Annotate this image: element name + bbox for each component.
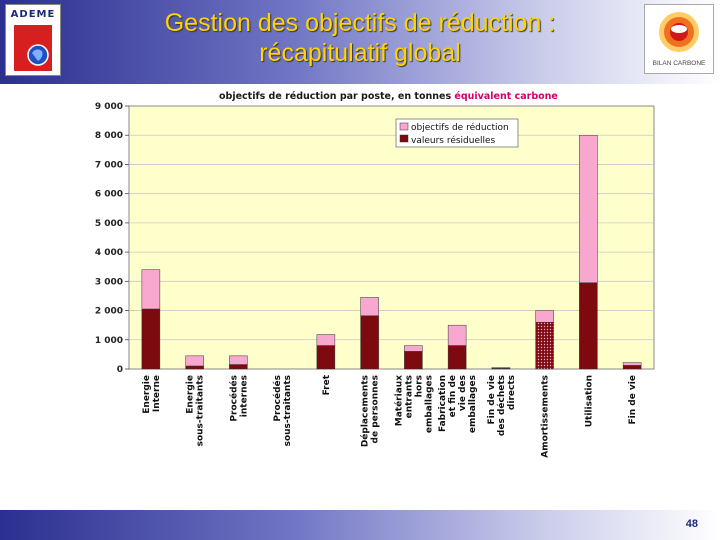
category-label: Utilisation <box>584 375 594 427</box>
category-label: Fin de vie <box>628 375 638 425</box>
ademe-emblem <box>14 25 52 71</box>
globe-icon <box>27 44 49 66</box>
category-label: Amortissements <box>541 375 551 458</box>
title-line-1: Gestion des objectifs de réduction : <box>164 9 556 37</box>
legend-label-objectives: objectifs de réduction <box>411 122 509 133</box>
category-label-line: des déchets <box>496 375 507 436</box>
bilan-carbone-logo: BILAN CARBONE <box>644 4 714 74</box>
bar-residual <box>185 365 204 370</box>
bilan-carbone-emblem-icon <box>659 12 699 52</box>
category-label-line: de personnes <box>371 375 381 443</box>
bar-residual <box>535 321 554 370</box>
bar-residual <box>360 315 379 370</box>
category-label: Fret <box>322 374 332 395</box>
bar-residual <box>491 368 511 370</box>
y-tick-label: 8 000 <box>95 131 123 141</box>
bar-residual <box>579 282 598 370</box>
bar-objective <box>404 345 423 352</box>
y-tick-label: 0 <box>117 365 123 375</box>
gridlines <box>129 134 654 341</box>
y-tick-label: 5 000 <box>95 219 123 229</box>
y-tick-label: 6 000 <box>95 190 123 200</box>
bar-objective <box>360 297 379 317</box>
page-number: 48 <box>685 518 698 530</box>
bar-objective <box>622 362 642 366</box>
y-tick-label: 7 000 <box>95 160 123 170</box>
page-title: Gestion des objectifs de réduction : réc… <box>95 8 625 68</box>
legend-swatch-residual <box>399 134 409 143</box>
category-label: Procédés sous-traitants <box>272 375 293 446</box>
category-label: Matériaux entrants hors emballages <box>393 375 434 433</box>
bar-objective <box>141 269 161 310</box>
category-label-line: entrants <box>404 375 414 418</box>
plot-area <box>128 105 655 370</box>
title-line-2: récapitulatif global <box>259 39 461 67</box>
category-label-line: vie des <box>458 375 468 411</box>
y-tick-label: 1 000 <box>95 336 123 346</box>
chart-title-main: objectifs de réduction par poste, en ton… <box>219 91 454 102</box>
bar-objective <box>185 355 204 367</box>
bilan-carbone-logo-text: BILAN CARBONE <box>652 60 706 67</box>
legend-swatch-objectives <box>399 122 409 131</box>
category-label: Fin de vie des déchets directs <box>487 375 517 436</box>
y-tick-label: 3 000 <box>95 277 123 287</box>
y-axis-ticks: 0 1 000 2 000 3 000 4 000 5 000 6 000 7 000 8 00… <box>95 102 129 375</box>
bar-residual <box>229 364 248 370</box>
ademe-logo-text: ADEME <box>10 9 56 20</box>
category-label: Energie Interne <box>142 375 162 414</box>
bars <box>141 134 642 370</box>
category-label-line: emballages <box>424 375 434 433</box>
bar-residual <box>404 351 423 370</box>
category-label-line: sous-traitants <box>196 375 206 446</box>
category-label-line: Utilisation <box>584 375 594 427</box>
category-label-line: Interne <box>152 375 162 412</box>
category-label-line: directs <box>507 375 517 410</box>
category-label-line: Fabrication <box>438 375 448 432</box>
legend-box <box>395 118 519 148</box>
category-label-line: Energie <box>142 375 152 414</box>
bar-objective <box>447 324 467 346</box>
category-label-line: et fin de <box>448 375 458 417</box>
bar-residual <box>622 365 642 370</box>
category-label: Procédés internes <box>228 375 249 422</box>
bar-objective <box>316 334 336 346</box>
category-label-line: Fin de vie <box>487 375 497 425</box>
bar-residual <box>316 345 336 370</box>
y-tick-label: 2 000 <box>95 307 123 317</box>
header-banner: ADEME Gestion des objectifs de réduction… <box>0 0 720 84</box>
category-label-line: Déplacements <box>360 375 371 447</box>
category-label-line: Fin de vie <box>628 375 638 425</box>
category-label-line: emballages <box>468 375 478 433</box>
legend: objectifs de réduction valeurs résiduell… <box>395 118 519 148</box>
bar-residual <box>447 345 467 370</box>
bar-objective <box>535 310 554 323</box>
bar-residual <box>141 308 161 370</box>
category-label-line: sous-traitants <box>283 375 293 446</box>
category-label-line: Amortissements <box>541 375 551 458</box>
bar-objective <box>229 355 248 365</box>
category-label: Fabrication et fin de vie des emballages <box>438 375 478 433</box>
chart-title: objectifs de réduction par poste, en ton… <box>219 91 558 102</box>
category-label-line: internes <box>239 375 249 417</box>
category-label-line: Procédés <box>228 375 239 422</box>
x-axis-categories: Energie Interne Energie sous-traitants Procé… <box>142 374 638 457</box>
category-label-line: Fret <box>322 374 332 395</box>
category-label-line: hors <box>414 375 424 397</box>
reduction-chart: objectifs de réduction par poste, en ton… <box>95 91 655 458</box>
category-label: Energie sous-traitants <box>186 375 206 446</box>
footer-banner: 48 <box>0 510 720 540</box>
y-tick-label: 4 000 <box>95 248 123 258</box>
category-label-line: Procédés <box>272 375 283 422</box>
chart-title-accent: équivalent carbone <box>454 91 557 102</box>
category-label-line: Energie <box>186 375 196 414</box>
bar-objective <box>579 134 598 284</box>
y-tick-label: 9 000 <box>95 102 123 112</box>
category-label-line: Matériaux <box>393 375 404 426</box>
ademe-logo: ADEME <box>5 4 61 76</box>
legend-label-residual: valeurs résiduelles <box>411 135 496 146</box>
category-label: Déplacements de personnes <box>360 375 381 447</box>
